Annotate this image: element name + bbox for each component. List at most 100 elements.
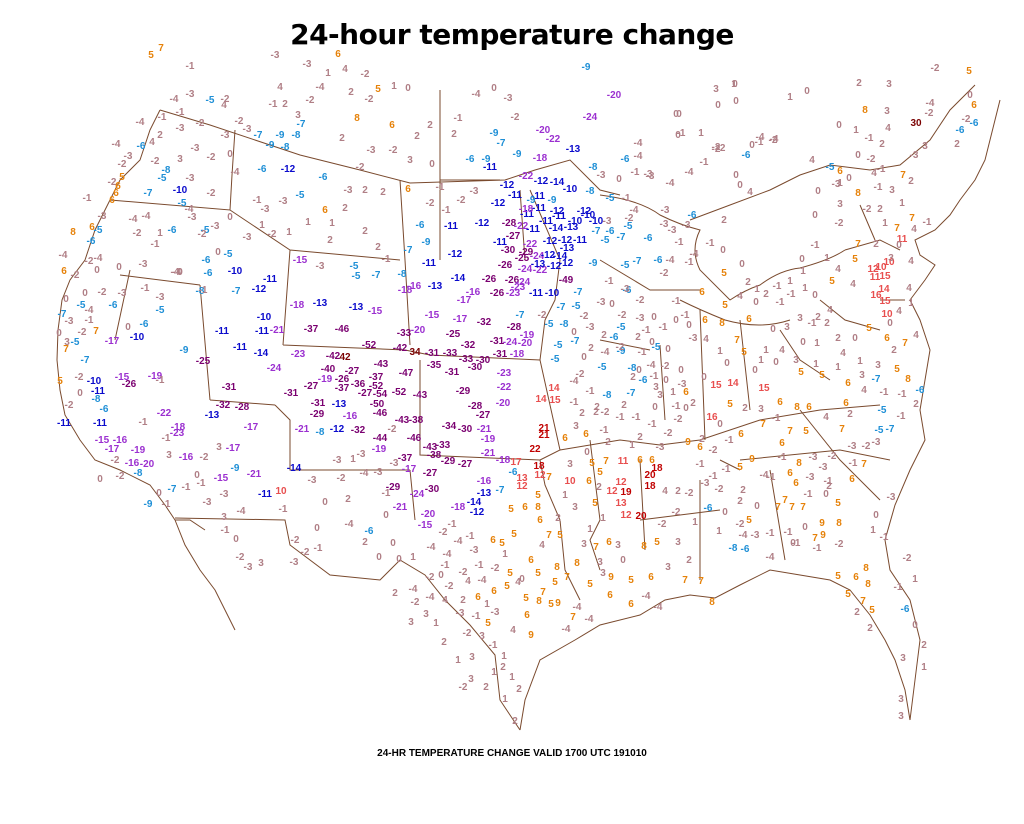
- station-value: -1: [83, 193, 92, 204]
- station-value: 1: [491, 667, 497, 678]
- station-value: -10: [589, 216, 604, 227]
- station-value: 0: [701, 372, 707, 383]
- station-value: -18: [533, 153, 548, 164]
- station-value: 3: [600, 568, 606, 579]
- station-value: -33: [436, 440, 451, 451]
- station-value: -1: [778, 452, 787, 463]
- station-value: -7: [574, 287, 583, 298]
- station-value: -3: [621, 284, 630, 295]
- station-value: -7: [516, 310, 525, 321]
- station-value: -3: [203, 497, 212, 508]
- station-value: -1: [813, 543, 822, 554]
- station-value: 1: [325, 68, 331, 79]
- station-value: -2: [661, 361, 670, 372]
- station-value: -30: [476, 355, 491, 366]
- station-value: 2: [879, 139, 885, 150]
- station-value: -4: [59, 250, 68, 261]
- station-value: -22: [523, 239, 538, 250]
- station-value: 2: [327, 235, 333, 246]
- station-value: -5: [206, 95, 215, 106]
- station-value: 2: [427, 120, 433, 131]
- station-value: -31: [493, 349, 508, 360]
- gulf-coast: [519, 569, 911, 731]
- station-value: 7: [839, 424, 845, 435]
- station-value: -4: [454, 536, 463, 547]
- station-value: -11: [258, 489, 272, 500]
- station-value: -2: [712, 144, 721, 155]
- station-value: -1: [880, 387, 889, 398]
- station-value: -4: [345, 519, 354, 530]
- station-value: -27: [506, 231, 521, 242]
- station-value: -2: [133, 228, 142, 239]
- station-value: -26: [505, 275, 520, 286]
- station-value: -2: [98, 287, 107, 298]
- station-value: -24: [583, 112, 598, 123]
- station-value: -5: [224, 249, 233, 260]
- atlantic-coast: [884, 99, 1001, 721]
- station-value: -9: [231, 463, 240, 474]
- station-value: 0: [678, 365, 684, 376]
- station-value: 5: [894, 364, 900, 375]
- station-value: -24: [516, 277, 531, 288]
- station-value: -4: [173, 267, 182, 278]
- station-value: -18: [451, 502, 466, 513]
- station-value: 7: [800, 502, 806, 513]
- station-value: 6: [697, 442, 703, 453]
- station-value: 6: [884, 333, 890, 344]
- station-value: -1: [685, 257, 694, 268]
- station-value: 3: [597, 557, 603, 568]
- station-value: 0: [215, 247, 221, 258]
- station-value: 5: [523, 593, 529, 604]
- station-value: -2: [118, 159, 127, 170]
- station-value: -4: [478, 575, 487, 586]
- station-value: -1: [382, 488, 391, 499]
- station-value: -4: [427, 542, 436, 553]
- station-value: 0: [609, 299, 615, 310]
- station-value: -1: [755, 137, 764, 148]
- station-value: 0: [396, 554, 402, 565]
- station-value: -3: [661, 205, 670, 216]
- station-value: 4: [827, 305, 833, 316]
- station-value: -8: [398, 269, 407, 280]
- station-value: -4: [129, 214, 138, 225]
- station-value: -6: [970, 118, 979, 129]
- station-value: 2: [737, 496, 743, 507]
- station-value: -6: [140, 319, 149, 330]
- station-value: -1: [696, 459, 705, 470]
- station-value: -24: [267, 363, 282, 374]
- station-value: 3: [784, 322, 790, 333]
- station-value: -29: [519, 247, 534, 258]
- station-value: 5: [966, 66, 972, 77]
- station-value: -12: [470, 507, 485, 518]
- station-value: 2: [451, 129, 457, 140]
- station-value: 7: [593, 542, 599, 553]
- station-value: -28: [507, 322, 522, 333]
- station-value: 0: [405, 83, 411, 94]
- station-value: -3: [470, 545, 479, 556]
- station-value: 5: [741, 347, 747, 358]
- station-value: -30: [501, 245, 516, 256]
- station-value: -38: [427, 450, 442, 461]
- station-value: -4: [409, 584, 418, 595]
- station-value: -6: [87, 236, 96, 247]
- station-value: -4: [170, 94, 179, 105]
- station-value: 2: [873, 239, 879, 250]
- station-value: -15: [425, 310, 440, 321]
- station-value: -23: [511, 282, 526, 293]
- station-value: -1: [162, 499, 171, 510]
- station-value: -15: [368, 306, 383, 317]
- station-value: -11: [493, 237, 507, 248]
- station-value: 0: [665, 344, 671, 355]
- station-value: -3: [176, 123, 185, 134]
- station-value: 11: [897, 234, 908, 245]
- station-value: -21: [481, 448, 496, 459]
- station-value: 2: [375, 242, 381, 253]
- station-value: -12: [558, 235, 573, 246]
- station-value: 14: [548, 383, 560, 394]
- station-value: -14: [254, 348, 269, 359]
- station-value: 6: [971, 100, 977, 111]
- station-value: -52: [362, 340, 377, 351]
- station-value: 15: [879, 271, 891, 282]
- station-value: -3: [586, 322, 595, 333]
- station-value: -35: [427, 360, 442, 371]
